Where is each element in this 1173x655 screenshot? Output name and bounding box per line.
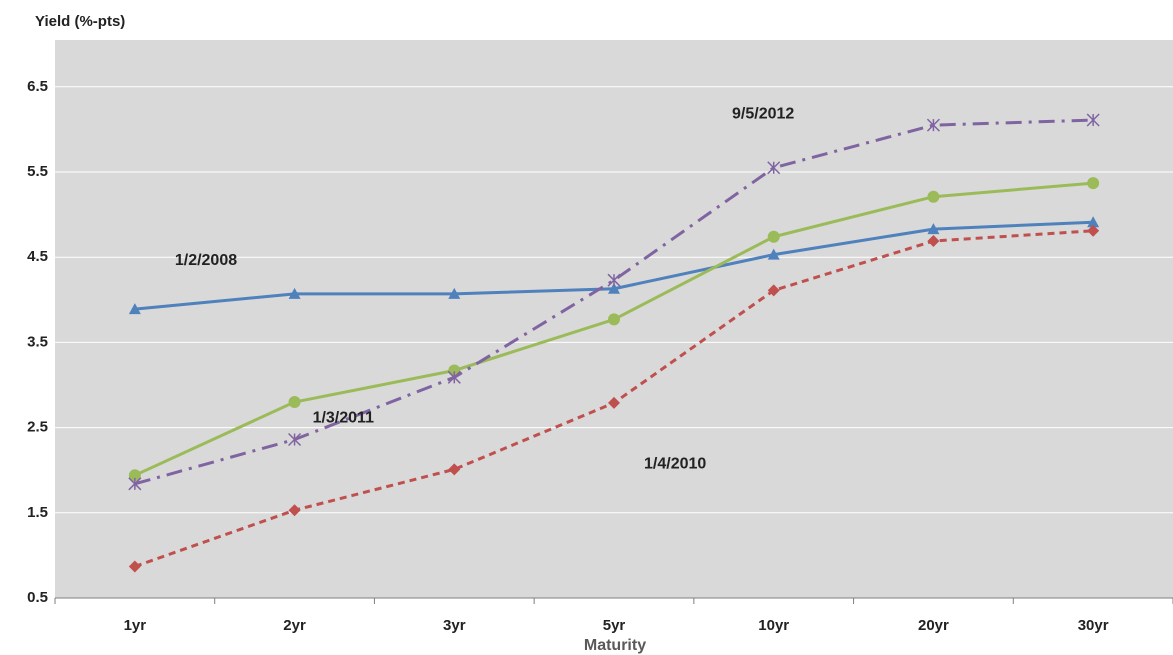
y-tick-label: 4.5 <box>27 248 48 265</box>
data-point <box>767 248 780 260</box>
series-annotation: 1/2/2008 <box>175 252 237 269</box>
data-point <box>1087 177 1100 190</box>
data-point <box>767 284 780 297</box>
data-point <box>288 287 301 299</box>
y-tick-label: 1.5 <box>27 504 48 521</box>
data-point <box>608 282 620 294</box>
x-tick-label: 20yr <box>918 617 949 634</box>
data-point <box>608 313 620 326</box>
x-tick-label: 1yr <box>124 617 147 634</box>
x-axis-title: Maturity <box>584 637 646 654</box>
data-point <box>448 287 461 299</box>
series-annotation: 1/3/2011 <box>313 409 375 426</box>
data-point <box>927 223 940 235</box>
series-0 <box>128 216 1100 315</box>
x-tick-label: 3yr <box>443 617 466 634</box>
y-tick-label: 0.5 <box>27 589 48 606</box>
data-point <box>447 370 461 384</box>
data-point <box>288 504 301 517</box>
y-tick-label: 5.5 <box>27 163 48 180</box>
data-point <box>767 230 780 243</box>
x-axis-ticks <box>54 598 1173 604</box>
y-axis-tick-labels: 0.5 1.5 2.5 3.5 4.5 5.5 6.5 <box>27 78 48 606</box>
series-1 <box>128 224 1100 573</box>
data-point <box>608 396 620 409</box>
data-point <box>1087 224 1100 237</box>
y-axis-title: Yield (%-pts) <box>35 13 125 30</box>
data-point <box>128 469 141 482</box>
series-annotation: 9/5/2012 <box>732 105 794 122</box>
data-point <box>926 118 940 132</box>
x-tick-label: 10yr <box>758 617 789 634</box>
data-point <box>128 477 142 491</box>
y-tick-label: 3.5 <box>27 333 48 350</box>
data-point <box>607 273 621 287</box>
series-3 <box>128 113 1100 491</box>
x-tick-label: 30yr <box>1078 617 1109 634</box>
data-point <box>1087 216 1100 228</box>
x-axis-tick-labels: 1yr 2yr 3yr 5yr 10yr 20yr 30yr <box>124 617 1109 634</box>
data-point <box>767 161 781 175</box>
series-annotation: 1/4/2010 <box>644 455 706 472</box>
x-tick-label: 2yr <box>283 617 306 634</box>
y-tick-label: 2.5 <box>27 419 48 436</box>
data-point <box>288 432 302 447</box>
series-group <box>128 113 1100 573</box>
data-point <box>1086 113 1100 127</box>
annotations: 1/2/2008 1/3/2011 1/4/2010 9/5/2012 <box>175 105 795 472</box>
data-point <box>448 463 461 476</box>
data-point <box>128 303 141 315</box>
data-point <box>927 190 940 203</box>
data-point <box>927 235 940 248</box>
y-tick-label: 6.5 <box>27 78 48 95</box>
data-point <box>288 396 301 409</box>
x-tick-label: 5yr <box>603 617 626 634</box>
series-2 <box>128 177 1100 482</box>
data-point <box>128 560 141 573</box>
